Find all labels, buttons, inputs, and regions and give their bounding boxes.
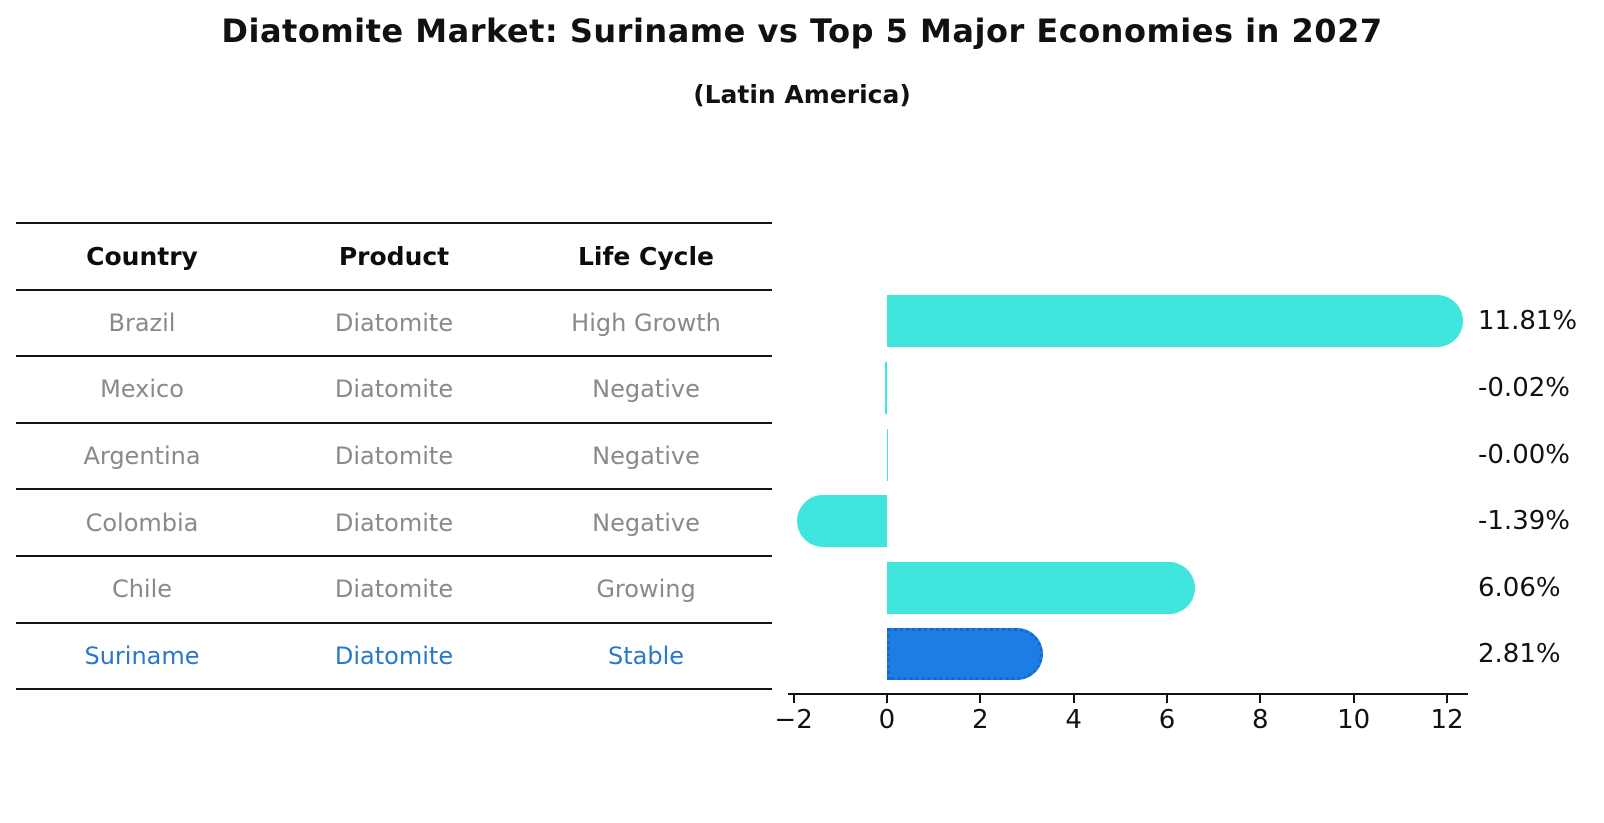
table-cell-country: Mexico <box>100 375 184 404</box>
bar-chile <box>886 561 1195 614</box>
table-row-chile: Chile Diatomite Growing <box>16 557 772 624</box>
table-header-row: Country Product Life Cycle <box>16 224 772 291</box>
table-cell-country: Suriname <box>84 641 200 670</box>
table-cell-product: Diatomite <box>334 641 454 670</box>
bar-value-label: 11.81% <box>1478 306 1578 337</box>
bar-mexico <box>885 361 887 414</box>
table-cell-life-cycle: Growing <box>596 575 696 604</box>
bar-colombia <box>797 495 887 548</box>
chart-subtitle: (Latin America) <box>693 80 911 109</box>
bar-value-label: 6.06% <box>1478 572 1561 603</box>
bar-value-label: -0.00% <box>1478 439 1570 470</box>
x-axis-tick-label: 0 <box>878 705 896 735</box>
table-header-product: Product <box>338 241 450 271</box>
table-cell-country: Brazil <box>108 308 176 337</box>
table-cell-product: Diatomite <box>334 508 454 537</box>
table-row-brazil: Brazil Diatomite High Growth <box>16 291 772 358</box>
table-row-argentina: Argentina Diatomite Negative <box>16 424 772 491</box>
x-axis-tick <box>1165 695 1168 703</box>
x-axis-tick <box>1259 695 1262 703</box>
x-axis-tick-label: −2 <box>774 705 813 735</box>
x-axis-tick-label: 8 <box>1252 705 1269 735</box>
comparison-table: Country Product Life Cycle Brazil Diatomite H… <box>16 222 772 691</box>
table-cell-product: Diatomite <box>334 308 454 337</box>
x-axis-tick <box>979 695 982 703</box>
table-cell-life-cycle: Stable <box>607 641 685 670</box>
table-cell-life-cycle: High Growth <box>571 308 721 337</box>
x-axis-tick <box>792 695 795 703</box>
bar-value-label: -0.02% <box>1478 372 1570 403</box>
x-axis-tick-label: 10 <box>1337 705 1371 735</box>
table-header-life-cycle: Life Cycle <box>577 241 715 271</box>
bar-value-label: 2.81% <box>1478 639 1561 670</box>
x-axis-tick <box>885 695 888 703</box>
table-row-colombia: Colombia Diatomite Negative <box>16 490 772 557</box>
bar-suriname <box>886 628 1044 681</box>
x-axis-tick <box>1445 695 1448 703</box>
x-axis-tick-label: 4 <box>1065 705 1082 735</box>
x-axis-tick-label: 6 <box>1158 705 1176 735</box>
x-axis-tick-label: 12 <box>1430 705 1464 735</box>
table-cell-country: Chile <box>111 575 173 604</box>
bar-brazil <box>886 295 1464 348</box>
table-cell-life-cycle: Negative <box>592 508 700 537</box>
x-axis-tick <box>1072 695 1075 703</box>
table-cell-product: Diatomite <box>334 375 454 404</box>
x-axis-line <box>788 693 1468 695</box>
table-header-country: Country <box>86 241 198 271</box>
x-axis-tick <box>1352 695 1355 703</box>
table-cell-product: Diatomite <box>334 575 454 604</box>
chart-title: Diatomite Market: Suriname vs Top 5 Majo… <box>221 12 1383 50</box>
bar-value-label: -1.39% <box>1478 506 1570 537</box>
table-row-mexico: Mexico Diatomite Negative <box>16 357 772 424</box>
table-row-suriname: Suriname Diatomite Stable <box>16 624 772 691</box>
table-cell-life-cycle: Negative <box>592 375 700 404</box>
x-axis-tick-label: 2 <box>972 705 989 735</box>
table-cell-life-cycle: Negative <box>592 442 700 471</box>
table-cell-product: Diatomite <box>334 442 454 471</box>
table-cell-country: Argentina <box>83 442 201 471</box>
table-cell-country: Colombia <box>85 508 199 537</box>
